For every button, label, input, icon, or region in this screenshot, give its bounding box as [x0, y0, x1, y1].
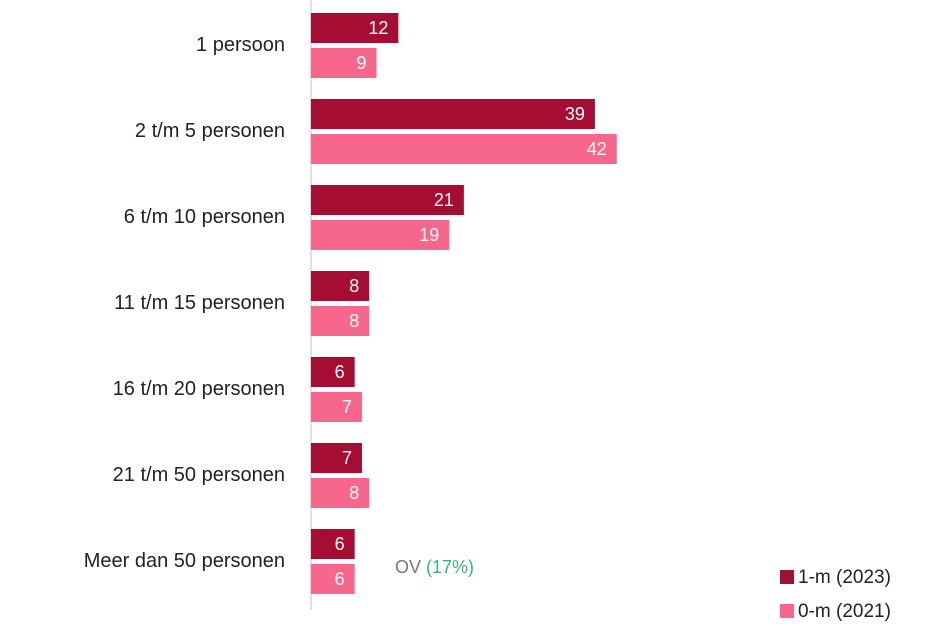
value-label: 7: [342, 448, 352, 468]
annotation: OV (17%): [395, 557, 474, 577]
bar: [311, 220, 450, 250]
category-label: 1 persoon: [196, 34, 285, 56]
value-label: 6: [335, 534, 345, 554]
annotation-text: OV: [395, 557, 421, 577]
value-label: 9: [357, 53, 367, 73]
bar: [311, 271, 370, 301]
legend-label: 0-m (2021): [798, 601, 891, 622]
legend-label: 1-m (2023): [798, 567, 891, 588]
value-label: 42: [587, 139, 607, 159]
category-label: 11 t/m 15 personen: [114, 292, 285, 314]
bar: [311, 443, 362, 473]
value-label: 12: [368, 18, 388, 38]
value-label: 8: [349, 483, 359, 503]
bar: [311, 357, 355, 387]
category-label: 6 t/m 10 personen: [124, 206, 285, 228]
value-label: 19: [419, 225, 439, 245]
bar: [311, 185, 464, 215]
value-label: 6: [335, 362, 345, 382]
bar: [311, 392, 362, 422]
legend-swatch: [780, 604, 794, 618]
bar: [311, 134, 617, 164]
value-label: 8: [349, 311, 359, 331]
category-label: 2 t/m 5 personen: [135, 120, 285, 142]
bar: [311, 529, 355, 559]
value-label: 6: [335, 569, 345, 589]
value-label: 7: [342, 397, 352, 417]
category-label: 21 t/m 50 personen: [113, 464, 285, 486]
bar: [311, 306, 370, 336]
category-label: 16 t/m 20 personen: [113, 378, 285, 400]
bar: [311, 13, 399, 43]
bar: [311, 99, 595, 129]
value-label: 8: [349, 276, 359, 296]
bar: [311, 48, 377, 78]
annotation-note: (17%): [426, 557, 474, 577]
value-label: 21: [434, 190, 454, 210]
bar: [311, 478, 370, 508]
legend-swatch: [780, 570, 794, 584]
bar: [311, 564, 355, 594]
category-label: Meer dan 50 personen: [84, 550, 285, 572]
value-label: 39: [565, 104, 585, 124]
